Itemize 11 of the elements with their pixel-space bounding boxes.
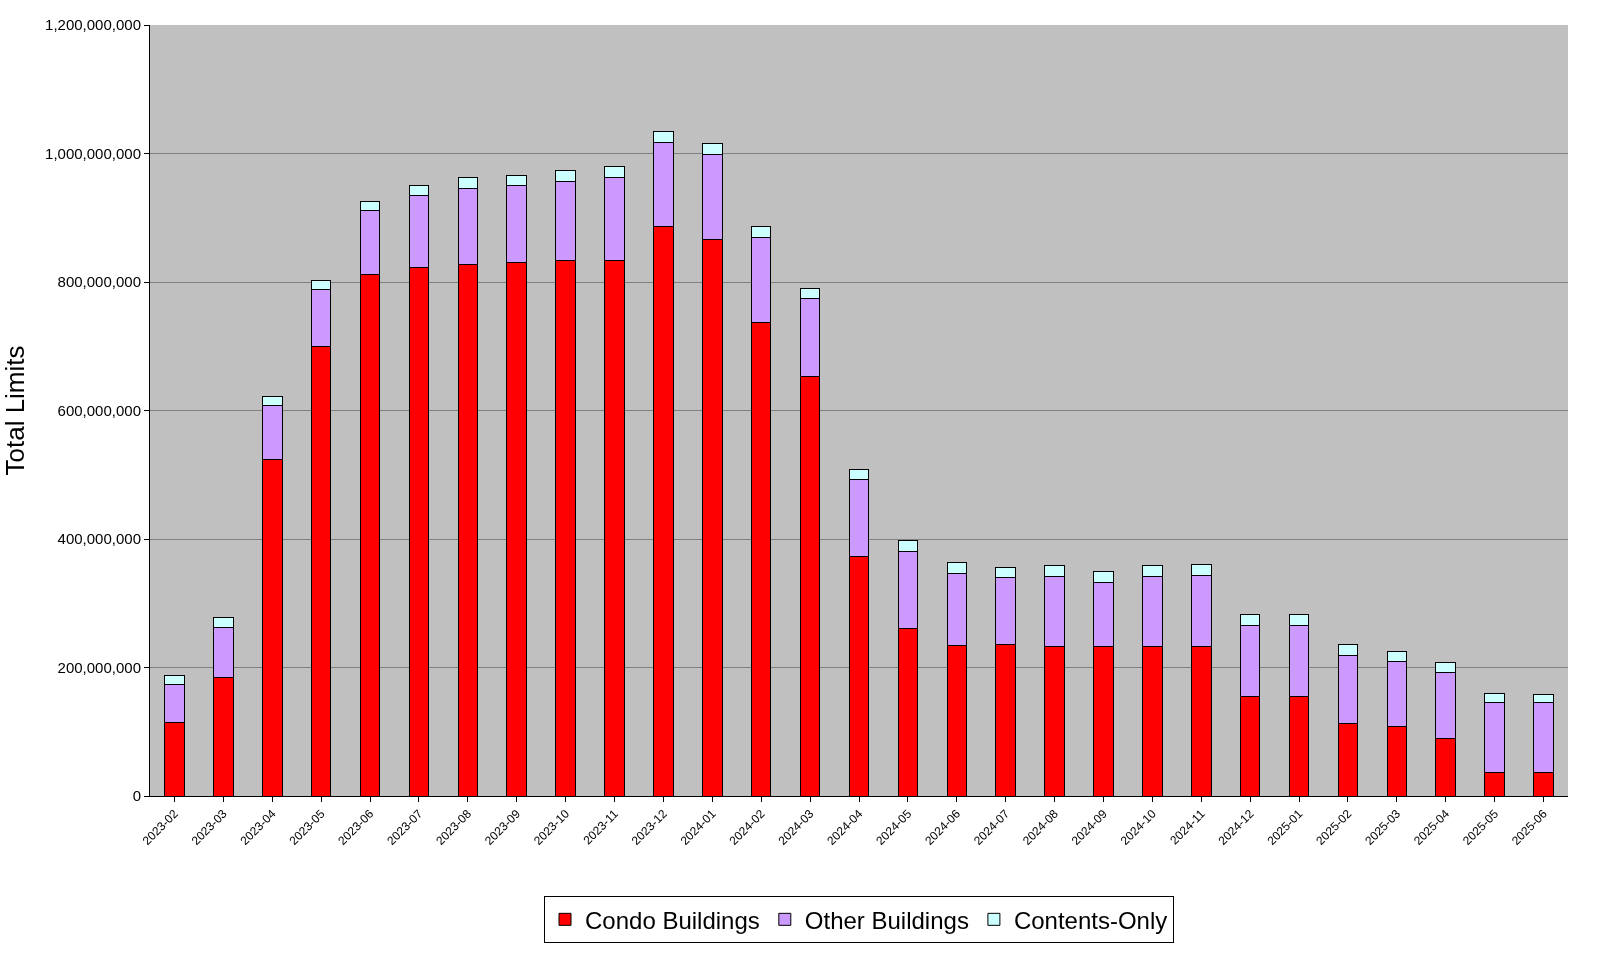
legend-label: Other Buildings [804,906,969,934]
y-tick-label: 0 [132,787,141,805]
y-tick-label: 200,000,000 [57,658,141,676]
y-tick-label: 400,000,000 [57,530,141,548]
legend-label: Contents-Only [1013,906,1168,934]
y-tick-label: 1,200,000,000 [45,16,141,34]
y-tick-label: 800,000,000 [57,273,141,291]
y-tick-label: 600,000,000 [57,401,141,419]
y-tick-label: 1,000,000,000 [45,144,141,162]
legend-label: Condo Buildings [585,906,760,934]
y-axis-title: Total Limits [0,345,30,476]
